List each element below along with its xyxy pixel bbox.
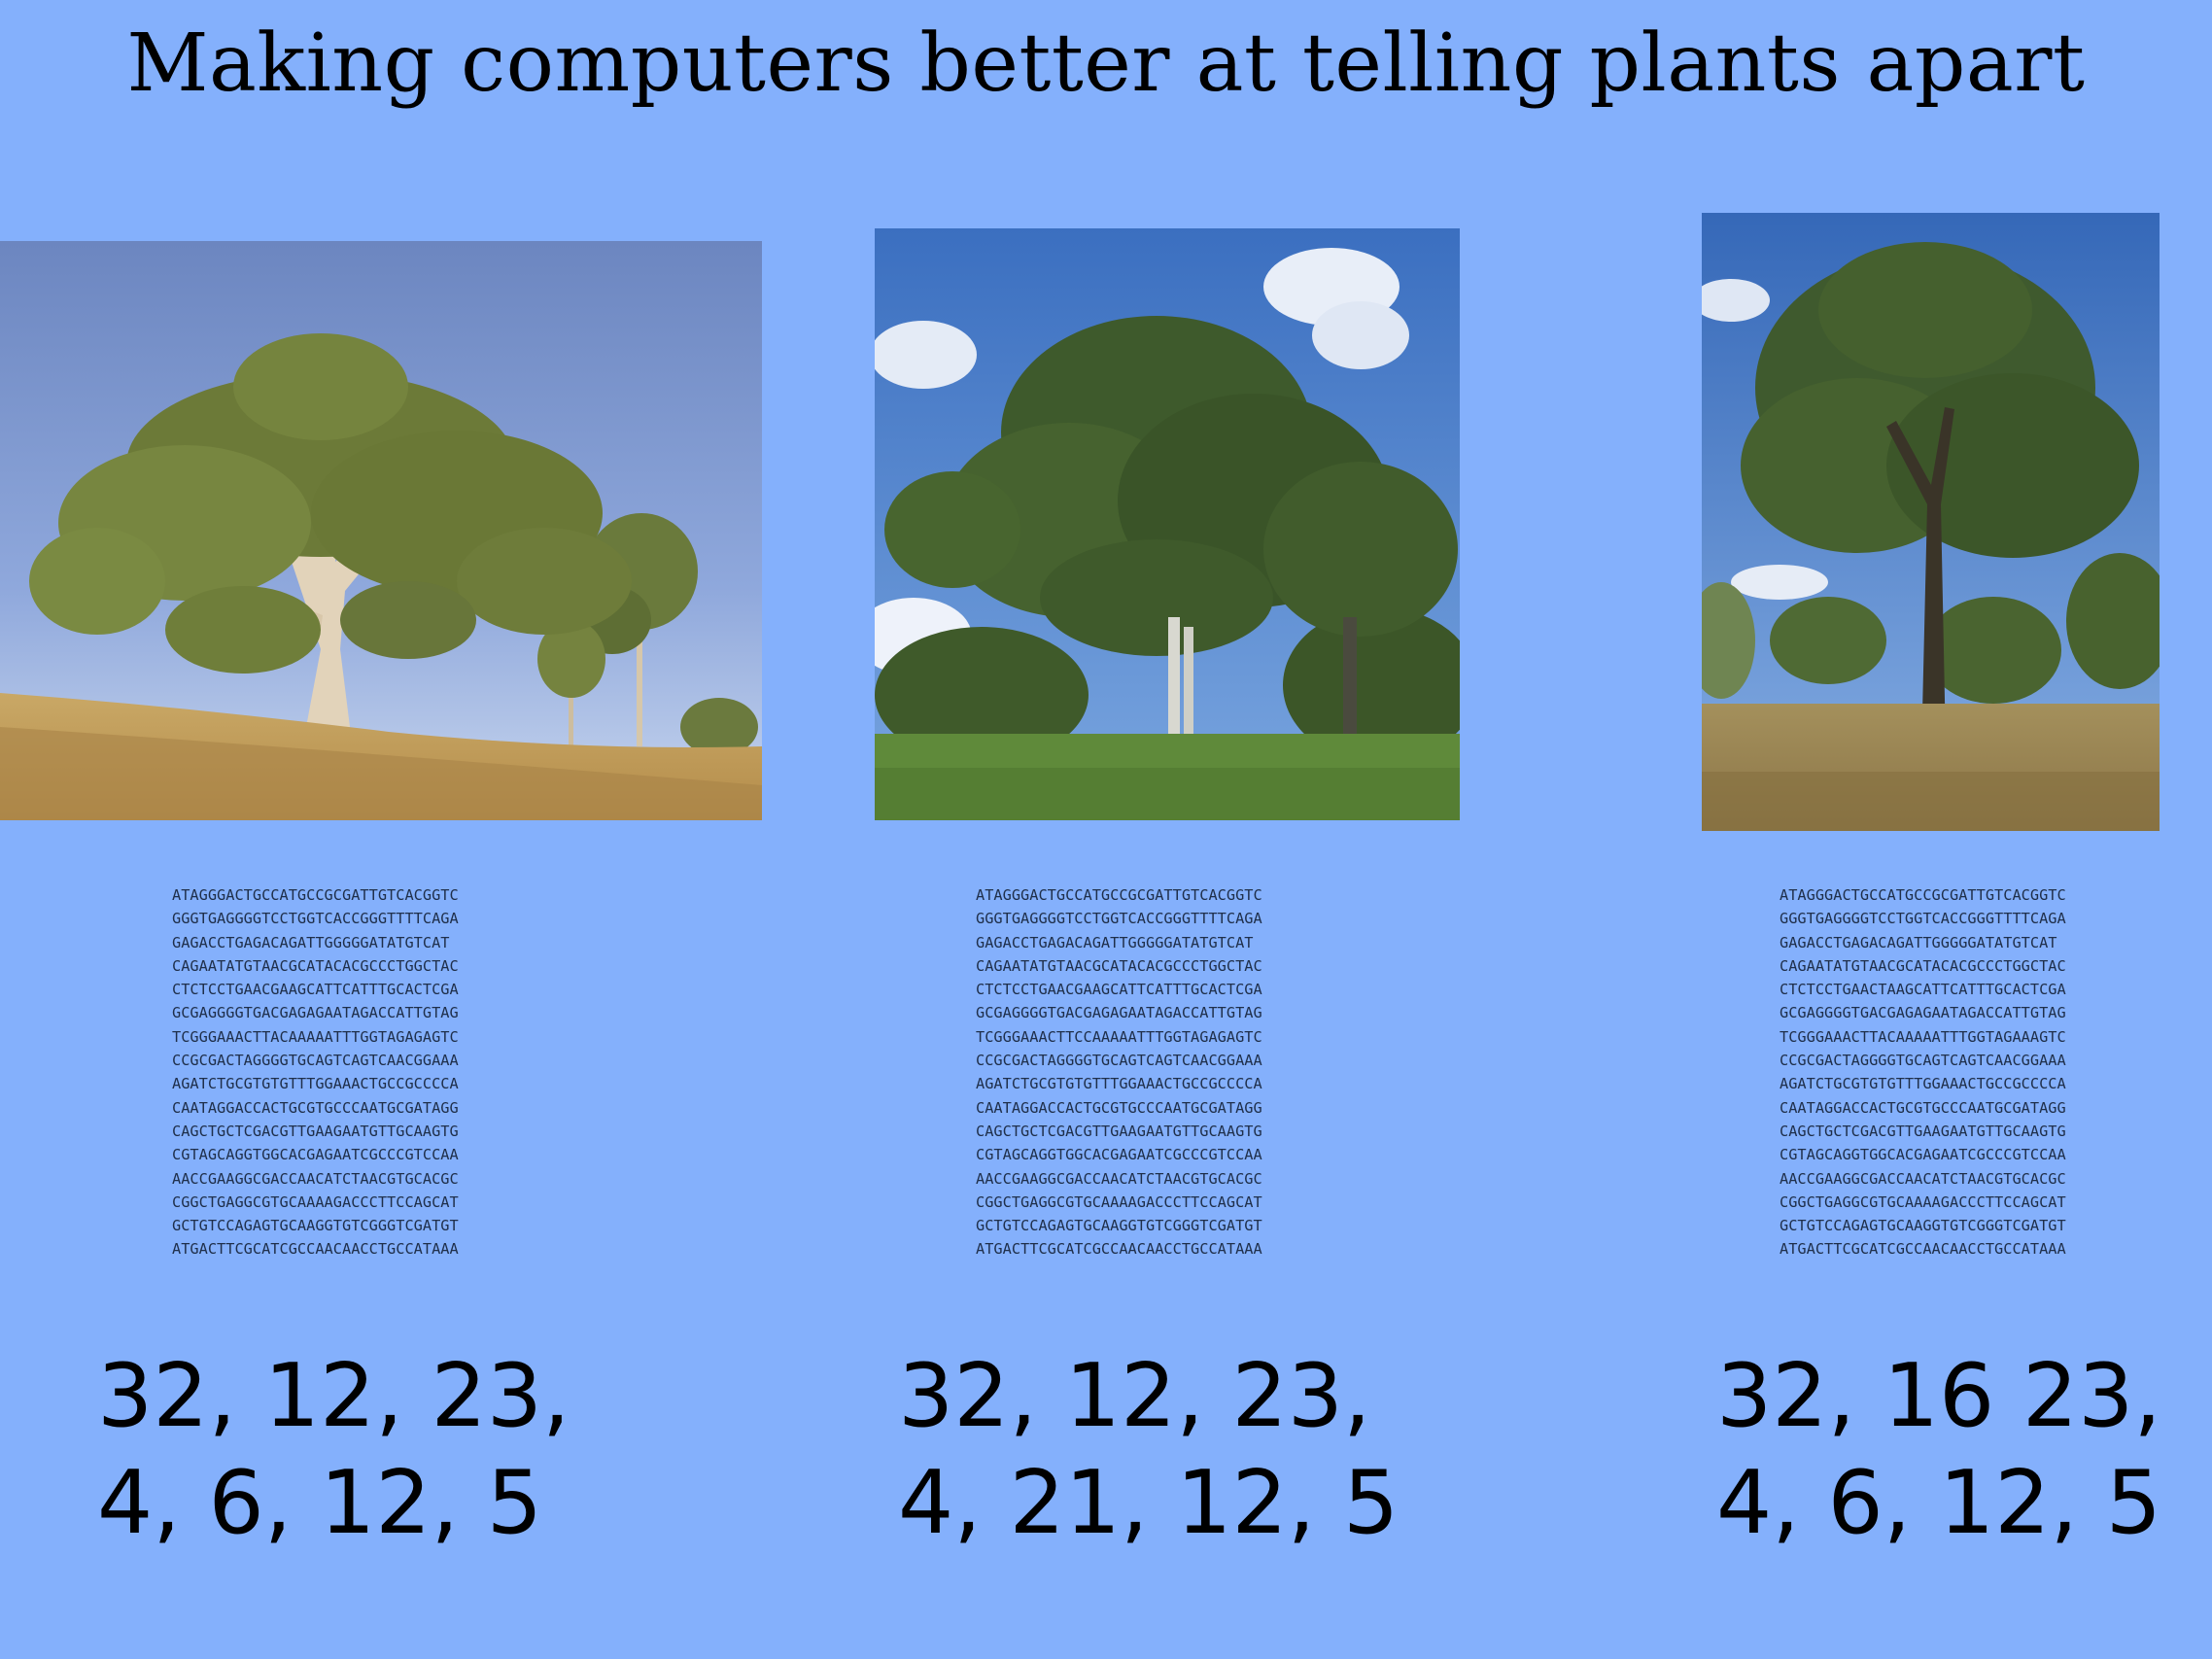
sequence-line: GCTGTCCAGAGTGCAAGGTGTCGGGTCGATGT [1780, 1217, 2066, 1235]
sequence-line: CGTAGCAGGTGGCACGAGAATCGCCCGTCCAA [1780, 1146, 2066, 1164]
sequence-line: GCGAGGGGTGACGAGAGAATAGACCATTGTAG [976, 1004, 1262, 1022]
feature-numbers-line-1: 32, 12, 23, [898, 1345, 1371, 1447]
sequence-line: ATAGGGACTGCCATGCCGCGATTGTCACGGTC [172, 886, 459, 904]
sequence-line: GAGACCTGAGACAGATTGGGGGATATGTCAT [1780, 933, 2057, 951]
sequence-line: CTCTCCTGAACTAAGCATTCATTTGCACTCGA [1780, 981, 2066, 999]
sequence-line: CCGCGACTAGGGGTGCAGTCAGTCAACGGAAA [976, 1052, 1262, 1070]
sequence-line: CCGCGACTAGGGGTGCAGTCAGTCAACGGAAA [172, 1052, 459, 1070]
tree-photo-3 [1702, 213, 2160, 831]
sequence-line: AGATCTGCGTGTGTTTGGAAACTGCCGCCCCA [172, 1075, 459, 1093]
sequence-line: CAGCTGCTCGACGTTGAAGAATGTTGCAAGTG [172, 1122, 459, 1140]
sequence-line: CCGCGACTAGGGGTGCAGTCAGTCAACGGAAA [1780, 1052, 2066, 1070]
sequence-line: CAATAGGACCACTGCGTGCCCAATGCGATAGG [976, 1098, 1262, 1117]
sequence-line: GCGAGGGGTGACGAGAGAATAGACCATTGTAG [1780, 1004, 2066, 1022]
sequence-line: GCTGTCCAGAGTGCAAGGTGTCGGGTCGATGT [172, 1217, 459, 1235]
sequence-line: GAGACCTGAGACAGATTGGGGGATATGTCAT [976, 933, 1254, 951]
sequence-line: ATGACTTCGCATCGCCAACAACCTGCCATAAA [172, 1240, 459, 1259]
feature-numbers-line-2: 4, 6, 12, 5 [1716, 1452, 2161, 1554]
feature-numbers-line-2: 4, 21, 12, 5 [898, 1452, 1400, 1554]
sequence-line: CGTAGCAGGTGGCACGAGAATCGCCCGTCCAA [172, 1146, 459, 1164]
sequence-line: CAGCTGCTCGACGTTGAAGAATGTTGCAAGTG [1780, 1122, 2066, 1140]
feature-numbers-line-1: 32, 12, 23, [97, 1345, 570, 1447]
sequence-line: AGATCTGCGTGTGTTTGGAAACTGCCGCCCCA [1780, 1075, 2066, 1093]
sequence-line: ATAGGGACTGCCATGCCGCGATTGTCACGGTC [976, 886, 1262, 904]
sequence-line: CAGAATATGTAACGCATACACGCCCTGGCTAC [1780, 956, 2066, 975]
sequence-line: ATGACTTCGCATCGCCAACAACCTGCCATAAA [1780, 1240, 2066, 1259]
dna-sequence-1: ATAGGGACTGCCATGCCGCGATTGTCACGGTC GGGTGAGG… [172, 883, 459, 1262]
sequence-line: CGGCTGAGGCGTGCAAAAGACCCTTCCAGCAT [976, 1192, 1262, 1211]
sequence-line: AGATCTGCGTGTGTTTGGAAACTGCCGCCCCA [976, 1075, 1262, 1093]
sequence-line: CGGCTGAGGCGTGCAAAAGACCCTTCCAGCAT [172, 1192, 459, 1211]
sequence-line: ATGACTTCGCATCGCCAACAACCTGCCATAAA [976, 1240, 1262, 1259]
feature-numbers-line-2: 4, 6, 12, 5 [97, 1452, 542, 1554]
sequence-line: CGTAGCAGGTGGCACGAGAATCGCCCGTCCAA [976, 1146, 1262, 1164]
dna-sequence-3: ATAGGGACTGCCATGCCGCGATTGTCACGGTC GGGTGAGG… [1780, 883, 2066, 1262]
sequence-line: CAGCTGCTCGACGTTGAAGAATGTTGCAAGTG [976, 1122, 1262, 1140]
feature-numbers-line-1: 32, 16 23, [1716, 1345, 2161, 1447]
feature-numbers-1: 32, 12, 23, 4, 6, 12, 5 [97, 1343, 570, 1557]
sequence-line: AACCGAAGGCGACCAACATCTAACGTGCACGC [1780, 1169, 2066, 1188]
feature-numbers-2: 32, 12, 23, 4, 21, 12, 5 [898, 1343, 1399, 1557]
dna-sequence-2: ATAGGGACTGCCATGCCGCGATTGTCACGGTC GGGTGAGG… [976, 883, 1262, 1262]
sequence-line: CAATAGGACCACTGCGTGCCCAATGCGATAGG [172, 1098, 459, 1117]
page-title: Making computers better at telling plant… [126, 17, 2086, 110]
sequence-line: GGGTGAGGGGTCCTGGTCACCGGGTTTTCAGA [976, 910, 1262, 928]
sequence-line: GCTGTCCAGAGTGCAAGGTGTCGGGTCGATGT [976, 1217, 1262, 1235]
sequence-line: CAGAATATGTAACGCATACACGCCCTGGCTAC [976, 956, 1262, 975]
tree-photo-2 [875, 228, 1460, 820]
sequence-line: GGGTGAGGGGTCCTGGTCACCGGGTTTTCAGA [172, 910, 459, 928]
sequence-line: CAATAGGACCACTGCGTGCCCAATGCGATAGG [1780, 1098, 2066, 1117]
feature-numbers-3: 32, 16 23, 4, 6, 12, 5 [1716, 1343, 2161, 1557]
sequence-line: TCGGGAAACTTACAAAAATTTGGTAGAGAGTC [172, 1027, 459, 1046]
sequence-line: GGGTGAGGGGTCCTGGTCACCGGGTTTTCAGA [1780, 910, 2066, 928]
sequence-line: TCGGGAAACTTACAAAAATTTGGTAGAAAGTC [1780, 1027, 2066, 1046]
sequence-line: CTCTCCTGAACGAAGCATTCATTTGCACTCGA [172, 981, 459, 999]
sequence-line: GAGACCTGAGACAGATTGGGGGATATGTCAT [172, 933, 450, 951]
sequence-line: AACCGAAGGCGACCAACATCTAACGTGCACGC [976, 1169, 1262, 1188]
tree-photo-1 [0, 241, 762, 820]
sequence-line: CTCTCCTGAACGAAGCATTCATTTGCACTCGA [976, 981, 1262, 999]
sequence-line: CGGCTGAGGCGTGCAAAAGACCCTTCCAGCAT [1780, 1192, 2066, 1211]
sequence-line: AACCGAAGGCGACCAACATCTAACGTGCACGC [172, 1169, 459, 1188]
sequence-line: ATAGGGACTGCCATGCCGCGATTGTCACGGTC [1780, 886, 2066, 904]
sequence-line: TCGGGAAACTTCCAAAAATTTGGTAGAGAGTC [976, 1027, 1262, 1046]
sequence-line: GCGAGGGGTGACGAGAGAATAGACCATTGTAG [172, 1004, 459, 1022]
sequence-line: CAGAATATGTAACGCATACACGCCCTGGCTAC [172, 956, 459, 975]
